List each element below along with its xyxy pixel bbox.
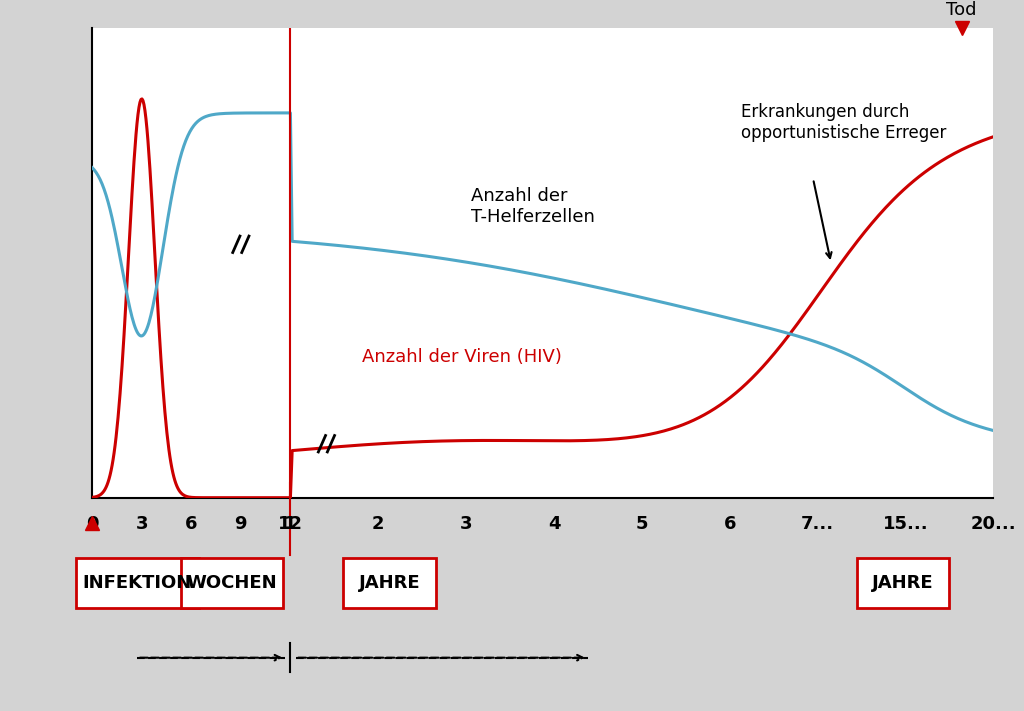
Text: 2: 2 <box>372 515 385 533</box>
FancyBboxPatch shape <box>343 558 435 608</box>
Text: JAHRE: JAHRE <box>358 574 420 592</box>
Text: JAHRE: JAHRE <box>872 574 934 592</box>
Text: 0: 0 <box>86 515 98 533</box>
Text: Tod: Tod <box>946 1 977 19</box>
Text: 15...: 15... <box>883 515 928 533</box>
Text: 1: 1 <box>284 515 297 533</box>
Text: 9: 9 <box>234 515 247 533</box>
FancyBboxPatch shape <box>180 558 283 608</box>
Text: 4: 4 <box>548 515 560 533</box>
Text: 12: 12 <box>278 515 303 533</box>
FancyBboxPatch shape <box>76 558 199 608</box>
Text: 20...: 20... <box>971 515 1016 533</box>
Text: 6: 6 <box>723 515 736 533</box>
Text: 7...: 7... <box>801 515 835 533</box>
Text: WOCHEN: WOCHEN <box>186 574 278 592</box>
Text: INFEKTION: INFEKTION <box>83 574 191 592</box>
FancyBboxPatch shape <box>857 558 949 608</box>
Text: 6: 6 <box>185 515 198 533</box>
Text: Anzahl der Viren (HIV): Anzahl der Viren (HIV) <box>362 348 562 366</box>
Text: Erkrankungen durch
opportunistische Erreger: Erkrankungen durch opportunistische Erre… <box>741 103 946 141</box>
Text: 3: 3 <box>135 515 148 533</box>
Text: 5: 5 <box>636 515 648 533</box>
Text: 3: 3 <box>460 515 472 533</box>
Text: Anzahl der
T-Helferzellen: Anzahl der T-Helferzellen <box>471 188 595 226</box>
